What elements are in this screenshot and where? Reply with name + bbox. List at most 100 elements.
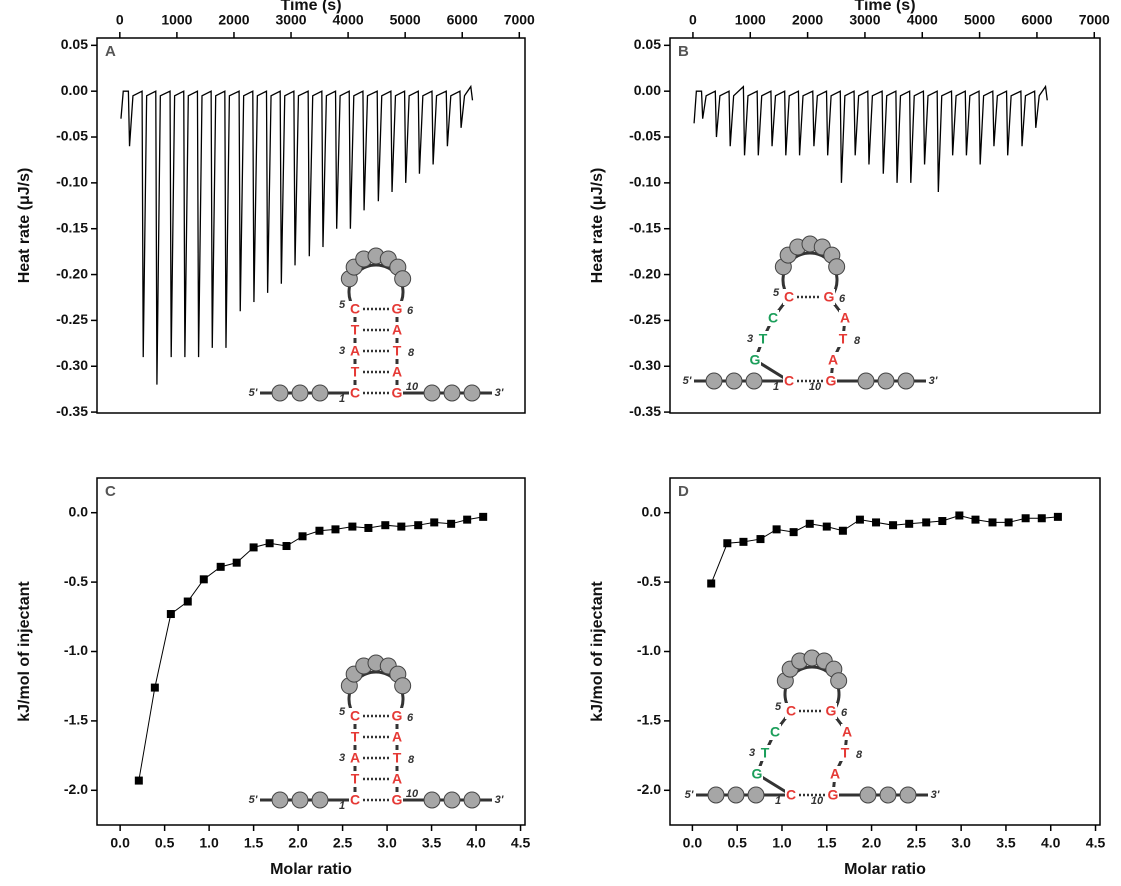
x-tick-label: 3.5: [996, 835, 1016, 851]
backbone: [783, 665, 841, 712]
data-point: [1053, 512, 1062, 521]
data-point: [805, 519, 814, 528]
nucleotide: [745, 372, 763, 390]
x-tick-label: 1.0: [772, 835, 792, 851]
base-letter: A: [840, 310, 850, 326]
letter-bg: [825, 373, 837, 389]
x-tick-label: 2.0: [862, 835, 882, 851]
nucleotide: [857, 372, 875, 390]
y-tick-label: -0.25: [629, 311, 661, 327]
x-tick-label: 0: [116, 12, 124, 28]
x-tick-label: 2000: [218, 12, 249, 28]
data-line: [138, 516, 484, 781]
letter-bg: [391, 301, 403, 317]
x-tick-label: 0.0: [110, 835, 130, 851]
y-tick-label: -0.25: [56, 311, 88, 327]
position-number: 6: [839, 293, 846, 305]
letter-bg: [349, 364, 361, 380]
base-letter: A: [842, 724, 852, 740]
end-label: 3': [929, 375, 938, 387]
data-point: [265, 539, 274, 548]
letter-bg: [391, 750, 403, 766]
data-point: [756, 535, 765, 544]
panel-label: B: [678, 43, 689, 60]
data-point: [822, 522, 831, 531]
nucleotide: [727, 786, 745, 804]
letter-bg: [829, 766, 841, 782]
x-tick-label: 4000: [333, 12, 364, 28]
letter-bg: [783, 373, 795, 389]
base-letter: G: [826, 703, 837, 719]
base-letter: A: [392, 771, 402, 787]
y-axis-label: kJ/mol of injectant: [16, 581, 33, 722]
plot-frame: [669, 37, 1101, 414]
letter-bg: [759, 745, 771, 761]
nucleotide: [877, 372, 895, 390]
position-number: 6: [407, 305, 414, 317]
x-tick-label: 5000: [964, 12, 995, 28]
base-letter: C: [768, 310, 778, 326]
letter-bg: [391, 343, 403, 359]
panel-label: C: [105, 483, 116, 500]
data-point: [971, 515, 980, 524]
plot-frame: [96, 37, 526, 414]
nucleotide: [463, 791, 481, 809]
y-tick-label: -0.20: [629, 265, 661, 281]
x-tick-label: 4.0: [1041, 835, 1061, 851]
nucleotide: [899, 786, 917, 804]
letter-bg: [391, 322, 403, 338]
y-tick-label: -0.35: [629, 403, 661, 419]
nucleotide: [291, 791, 309, 809]
base-letter: T: [351, 322, 360, 338]
data-point: [938, 517, 947, 526]
letter-bg: [349, 729, 361, 745]
base-letter: G: [826, 373, 837, 389]
y-tick-label: -0.5: [64, 573, 88, 589]
position-number: 10: [811, 795, 824, 807]
data-point: [905, 519, 914, 528]
data-point: [723, 539, 732, 548]
base-letter: T: [839, 331, 848, 347]
x-tick-label: 4.0: [466, 835, 486, 851]
data-point: [166, 610, 175, 619]
letter-bg: [825, 703, 837, 719]
y-tick-label: -1.5: [64, 712, 88, 728]
data-point: [838, 526, 847, 535]
plot-frame: [96, 477, 526, 826]
y-tick-label: -0.15: [629, 219, 661, 235]
x-tick-label: 2.5: [907, 835, 927, 851]
data-point: [282, 542, 291, 551]
y-tick-label: -0.05: [56, 128, 88, 144]
x-tick-label: 3000: [275, 12, 306, 28]
data-point: [855, 515, 864, 524]
data-point: [1021, 514, 1030, 523]
x-tick-label: 7000: [504, 12, 535, 28]
position-number: 5: [339, 299, 346, 311]
x-tick-label: 4.5: [1086, 835, 1106, 851]
nucleotide: [394, 677, 412, 695]
nucleotide: [394, 270, 412, 288]
y-tick-label: -1.0: [637, 642, 661, 658]
y-tick-label: -0.30: [56, 357, 88, 373]
position-number: 8: [408, 754, 415, 766]
x-tick-label: 7000: [1079, 12, 1110, 28]
x-tick-label: 1000: [735, 12, 766, 28]
x-tick-label: 1.5: [244, 835, 264, 851]
y-tick-label: -0.15: [56, 219, 88, 235]
position-number: 3: [339, 345, 345, 357]
base-letter: C: [784, 289, 794, 305]
x-tick-label: 4.5: [511, 835, 531, 851]
base-letter: C: [350, 792, 360, 808]
position-number: 1: [773, 381, 779, 393]
letter-bg: [349, 322, 361, 338]
data-point: [331, 525, 340, 534]
data-point: [1004, 518, 1013, 527]
y-axis-label: Heat rate (μJ/s): [589, 168, 606, 284]
data-point: [232, 558, 241, 567]
letter-bg: [749, 352, 761, 368]
base-letter: C: [786, 787, 796, 803]
x-axis-label: Molar ratio: [844, 861, 926, 878]
y-tick-label: -0.10: [629, 174, 661, 190]
